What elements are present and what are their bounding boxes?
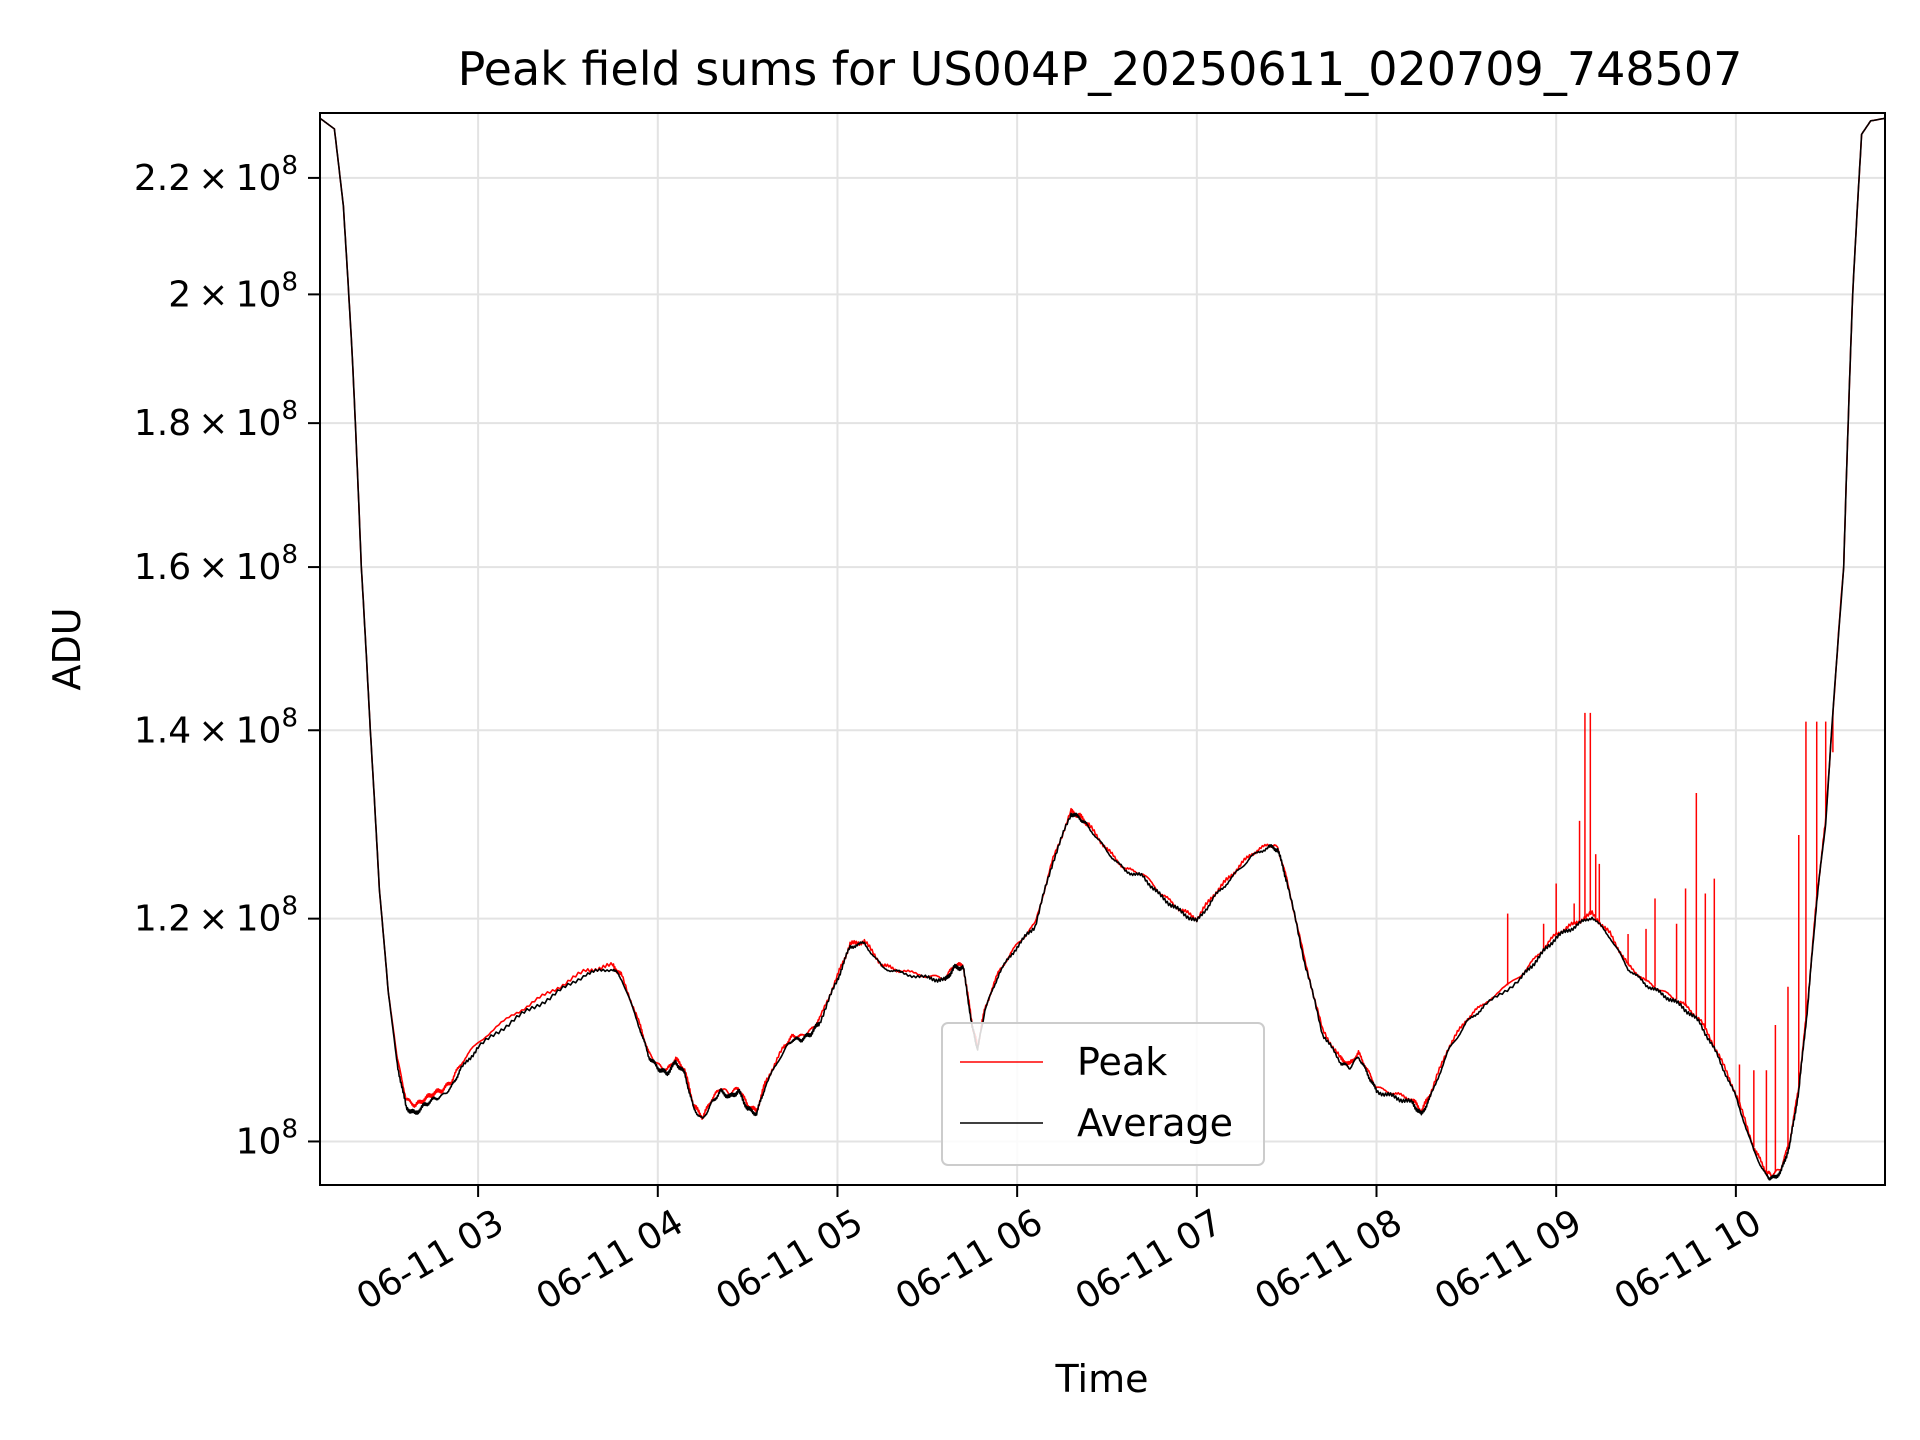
peak-series-line: [319, 117, 1886, 1178]
x-tick-label: 06-11 03: [350, 1202, 511, 1318]
y-tick-label: 108: [236, 1114, 298, 1162]
y-axis: 108 1.2 × 108 1.4 × 108 1.6 × 108 1.8 × 108 2…: [134, 151, 320, 1162]
plot-area-frame: [319, 112, 1886, 1186]
x-tick-label: 06-11 10: [1608, 1202, 1769, 1318]
x-axis: 06-11 03 06-11 04 06-11 05 06-11 06 06-11 07…: [350, 1185, 1768, 1318]
x-tick-label: 06-11 08: [1248, 1202, 1409, 1318]
x-axis-label: Time: [1055, 1357, 1149, 1401]
legend-box: [941, 1022, 1265, 1166]
y-tick-label: 2 × 108: [168, 267, 298, 315]
x-tick-label: 06-11 06: [889, 1202, 1050, 1318]
average-series-line: [319, 117, 1886, 1181]
x-tick-label: 06-11 07: [1069, 1202, 1230, 1318]
y-tick-label: 2.2 × 108: [134, 151, 298, 199]
y-tick-label: 1.8 × 108: [134, 396, 298, 444]
grid-lines: [320, 113, 1885, 1185]
legend-average-label: Average: [1077, 1101, 1233, 1145]
y-tick-label: 1.4 × 108: [134, 703, 298, 751]
chart-title: Peak field sums for US004P_20250611_0207…: [458, 42, 1743, 96]
y-tick-label: 1.2 × 108: [134, 892, 298, 940]
x-tick-label: 06-11 05: [709, 1202, 870, 1318]
y-tick-label: 1.6 × 108: [134, 540, 298, 588]
x-tick-label: 06-11 09: [1428, 1202, 1589, 1318]
legend-peak-label: Peak: [1077, 1040, 1167, 1084]
series-lines: [319, 117, 1886, 1181]
y-axis-label: ADU: [45, 607, 89, 690]
legend: Peak Average: [941, 1022, 1265, 1166]
x-tick-label: 06-11 04: [530, 1202, 691, 1318]
